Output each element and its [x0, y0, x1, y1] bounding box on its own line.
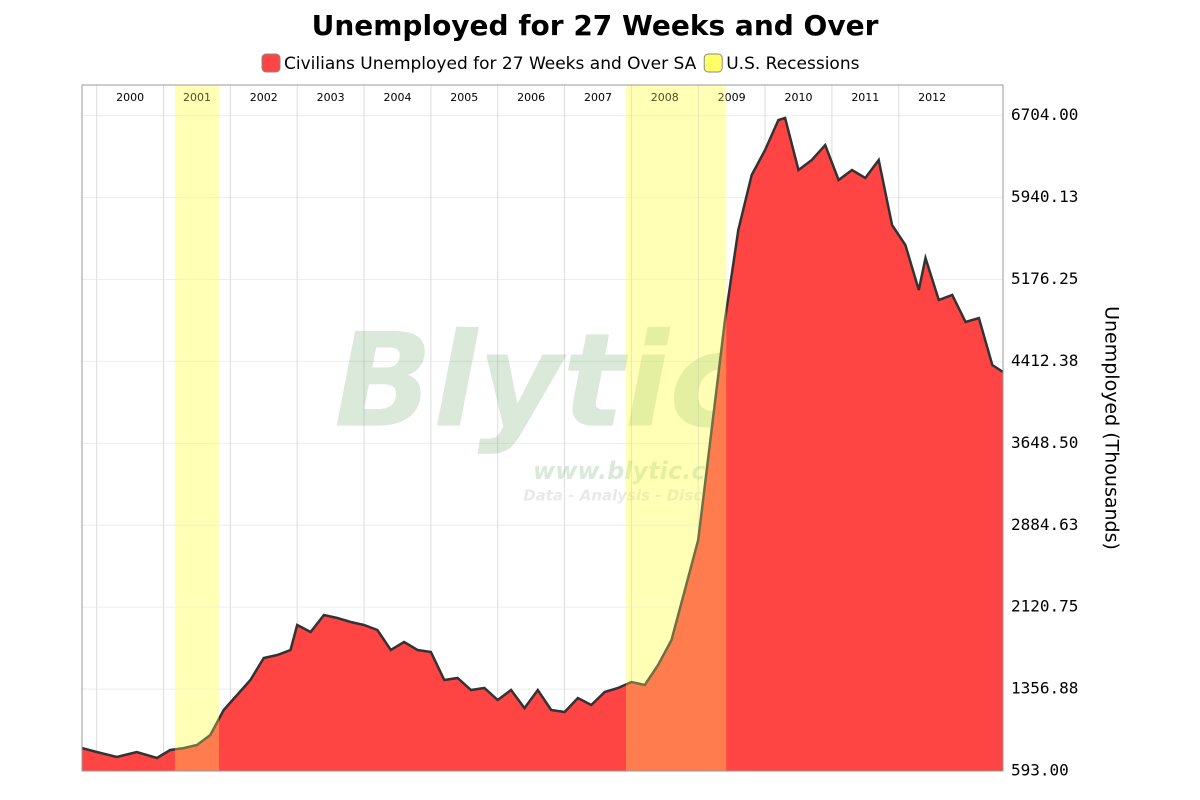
y-tick-label: 1356.88 [1011, 679, 1078, 698]
x-tick-label: 2004 [383, 91, 411, 104]
plot-frame [81, 84, 1004, 772]
legend-swatch [261, 53, 281, 73]
legend-swatch [703, 53, 723, 73]
x-tick-label: 2002 [250, 91, 278, 104]
y-tick-label: 5940.13 [1011, 187, 1078, 206]
y-tick-label: 2120.75 [1011, 597, 1078, 616]
x-tick-label: 2008 [651, 91, 679, 104]
x-tick-label: 2007 [584, 91, 612, 104]
legend-label: U.S. Recessions [726, 54, 859, 74]
x-tick-label: 2012 [918, 91, 946, 104]
y-tick-label: 3648.50 [1011, 433, 1078, 452]
x-tick-label: 2009 [718, 91, 746, 104]
recession-overlay [174, 85, 220, 771]
y-tick-label: 593.00 [1011, 761, 1069, 780]
y-tick-label: 4412.38 [1011, 351, 1078, 370]
y-tick-label: 5176.25 [1011, 269, 1078, 288]
recession-overlay [626, 85, 727, 771]
line [81, 116, 1004, 760]
x-tick-label: 2001 [183, 91, 211, 104]
chart-title: Unemployed for 27 Weeks and Over [312, 9, 879, 42]
x-tick-label: 2003 [317, 91, 345, 104]
recession-band [174, 85, 220, 771]
x-tick-label: 2006 [517, 91, 545, 104]
y-tick-label: 2884.63 [1011, 515, 1078, 534]
legend-label: Civilians Unemployed for 27 Weeks and Ov… [284, 54, 697, 74]
x-tick-label: 2011 [851, 91, 879, 104]
x-tick-label: 2010 [784, 91, 812, 104]
watermark-logo: Blytic [334, 305, 746, 457]
area [82, 118, 1003, 771]
y-tick-label: 6704.00 [1011, 105, 1078, 124]
y-axis-label: Unemployed (Thousands) [1101, 306, 1123, 550]
watermark-tagline: Data - Analysis - Discussion [523, 487, 757, 505]
x-tick-label: 2005 [450, 91, 478, 104]
x-tick-label: 2000 [116, 91, 144, 104]
